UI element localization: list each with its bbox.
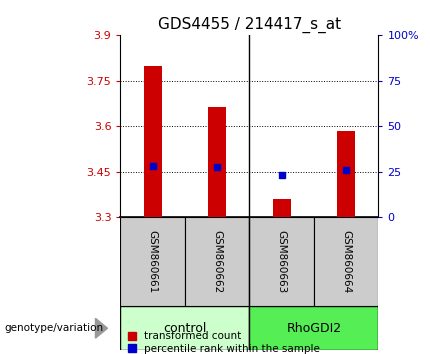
Bar: [120, 306, 249, 350]
Text: GSM860664: GSM860664: [341, 230, 351, 293]
Bar: [249, 306, 378, 350]
Bar: [337, 131, 355, 217]
Text: genotype/variation: genotype/variation: [4, 323, 104, 333]
Bar: [120, 217, 185, 306]
Bar: [144, 66, 162, 217]
Text: control: control: [163, 322, 206, 335]
Bar: [185, 217, 249, 306]
Text: GSM860661: GSM860661: [147, 230, 158, 293]
Legend: transformed count, percentile rank within the sample: transformed count, percentile rank withi…: [126, 329, 322, 354]
Bar: [249, 217, 314, 306]
Text: GSM860663: GSM860663: [276, 230, 287, 293]
Title: GDS4455 / 214417_s_at: GDS4455 / 214417_s_at: [158, 16, 341, 33]
Text: RhoGDI2: RhoGDI2: [286, 322, 341, 335]
Text: GSM860662: GSM860662: [212, 230, 222, 293]
Bar: [314, 217, 378, 306]
Bar: [273, 199, 291, 217]
Bar: [208, 107, 226, 217]
